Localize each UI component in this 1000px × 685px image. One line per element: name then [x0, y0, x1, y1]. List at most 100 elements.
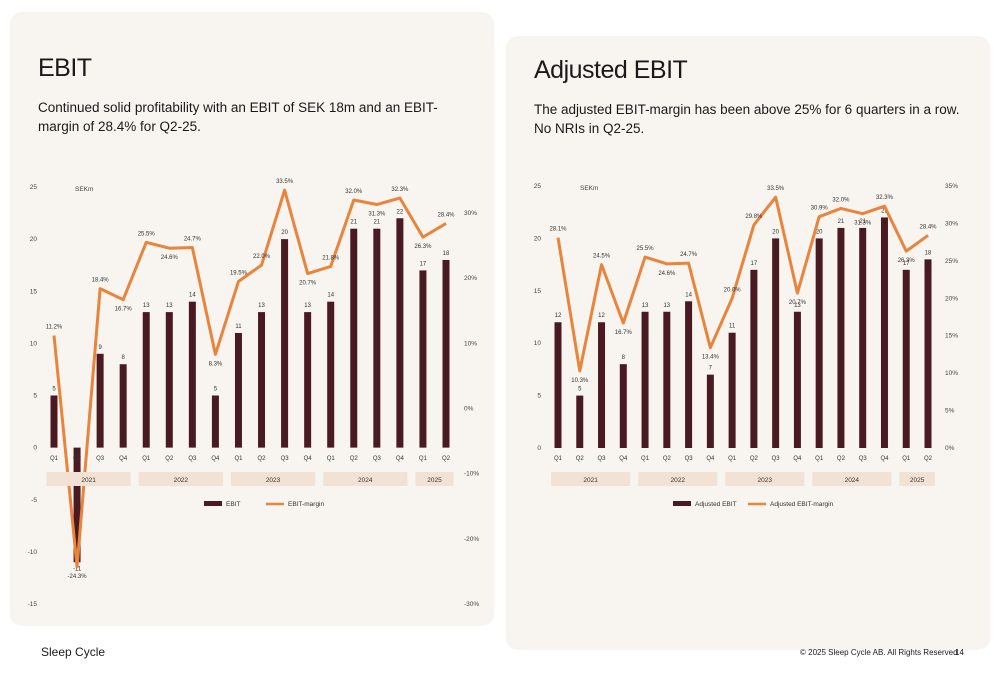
margin-value-label: 30.9% — [811, 206, 829, 212]
bar — [902, 269, 910, 448]
bar-value-label: 20 — [772, 229, 779, 235]
x-tick-label: Q4 — [396, 456, 405, 462]
legend-label-bars: EBIT — [226, 501, 240, 508]
year-band — [725, 472, 805, 486]
y-tick-left: 10 — [534, 340, 542, 347]
y-tick-left: -5 — [31, 497, 37, 504]
bar — [419, 270, 427, 448]
bar-value-label: 17 — [420, 261, 427, 267]
x-tick-label: Q3 — [96, 456, 105, 462]
x-tick-label: Q1 — [327, 456, 336, 462]
x-tick-label: Q3 — [188, 456, 197, 462]
year-label: 2022 — [670, 477, 685, 484]
y-tick-right: 15% — [945, 333, 958, 340]
y-tick-right: 30% — [945, 220, 958, 227]
bar-value-label: 17 — [903, 261, 910, 267]
bar — [142, 312, 150, 448]
bar-value-label: 13 — [143, 303, 150, 309]
margin-value-label: 21.8% — [322, 255, 340, 261]
margin-value-label: 24.6% — [658, 271, 676, 277]
margin-value-label: 22.0% — [253, 254, 271, 260]
margin-value-label: 32.3% — [876, 195, 894, 201]
x-tick-label: Q1 — [554, 456, 563, 462]
bar-value-label: 18 — [925, 250, 932, 256]
margin-value-label: 24.7% — [680, 252, 698, 258]
bar — [750, 269, 758, 448]
x-tick-label: Q3 — [772, 456, 781, 462]
margin-value-label: 24.5% — [593, 254, 611, 260]
bar — [165, 312, 173, 448]
bar — [442, 259, 450, 448]
bar — [685, 301, 693, 448]
bar-value-label: 14 — [685, 292, 692, 298]
bar-value-label: 22 — [397, 209, 404, 215]
bar — [350, 228, 358, 448]
y-tick-left: 15 — [534, 288, 542, 295]
bar-value-label: 13 — [794, 303, 801, 309]
margin-value-label: 32.0% — [345, 189, 363, 195]
x-tick-label: Q2 — [73, 456, 82, 462]
bar-value-label: 21 — [350, 220, 357, 226]
bar-value-label: 13 — [642, 303, 649, 309]
x-tick-label: Q3 — [281, 456, 290, 462]
y-tick-left: 25 — [534, 183, 542, 190]
y-tick-left: 0 — [537, 445, 541, 452]
bar — [837, 227, 845, 448]
margin-value-label: 31.3% — [368, 212, 386, 218]
bar — [304, 312, 312, 448]
margin-value-label: 11.2% — [46, 325, 63, 331]
bar-value-label: 18 — [443, 251, 450, 257]
bar — [880, 217, 888, 448]
y-tick-left: 10 — [30, 340, 38, 347]
x-tick-label: Q1 — [902, 456, 911, 462]
x-tick-label: Q4 — [211, 456, 220, 462]
margin-value-label: 24.7% — [184, 237, 202, 243]
year-band — [638, 472, 718, 486]
bar-value-label: -11 — [73, 566, 82, 572]
bar — [924, 259, 932, 448]
legend-swatch-bars — [204, 501, 222, 506]
y-tick-right: 10% — [945, 370, 958, 377]
footer-brand: Sleep Cycle — [41, 645, 106, 659]
year-label: 2021 — [583, 477, 598, 484]
bar — [772, 238, 780, 448]
year-label: 2021 — [81, 477, 96, 484]
margin-value-label: 25.5% — [637, 246, 655, 252]
bar-value-label: 20 — [281, 230, 288, 236]
x-tick-label: Q2 — [750, 456, 759, 462]
bar — [706, 374, 714, 448]
bar-value-label: 13 — [258, 303, 265, 309]
margin-value-label: 28.4% — [437, 212, 455, 218]
x-tick-label: Q1 — [142, 456, 151, 462]
x-tick-label: Q3 — [373, 456, 382, 462]
y-tick-left: 25 — [30, 184, 38, 191]
bar-value-label: 22 — [881, 208, 888, 214]
bar-value-label: 17 — [751, 261, 758, 267]
bar-value-label: 5 — [214, 387, 218, 393]
y-tick-right: 20% — [945, 295, 958, 302]
bar-value-label: 21 — [373, 220, 380, 226]
margin-value-label: 33.5% — [276, 179, 294, 185]
margin-value-label: 33.5% — [767, 186, 785, 192]
x-tick-label: Q4 — [706, 456, 715, 462]
x-tick-label: Q4 — [793, 456, 802, 462]
x-tick-label: Q1 — [50, 456, 59, 462]
panel-title: Adjusted EBIT — [534, 56, 688, 84]
y-tick-right: -20% — [464, 536, 479, 543]
year-label: 2025 — [427, 477, 442, 484]
y-tick-right: 30% — [464, 210, 477, 217]
bar — [554, 322, 562, 448]
margin-value-label: 32.0% — [832, 197, 850, 203]
bar-value-label: 14 — [327, 293, 334, 299]
x-tick-label: Q2 — [924, 456, 933, 462]
panel-subtitle: Continued solid profitability with an EB… — [38, 100, 438, 134]
bar — [188, 301, 196, 448]
margin-value-label: 8.3% — [209, 361, 223, 367]
bar — [728, 332, 736, 448]
x-tick-label: Q1 — [234, 456, 243, 462]
margin-value-label: 32.3% — [391, 187, 409, 193]
bar-value-label: 13 — [166, 303, 173, 309]
y-tick-right: -10% — [464, 471, 479, 478]
margin-value-label: 26.3% — [414, 244, 432, 250]
bar — [327, 301, 335, 448]
